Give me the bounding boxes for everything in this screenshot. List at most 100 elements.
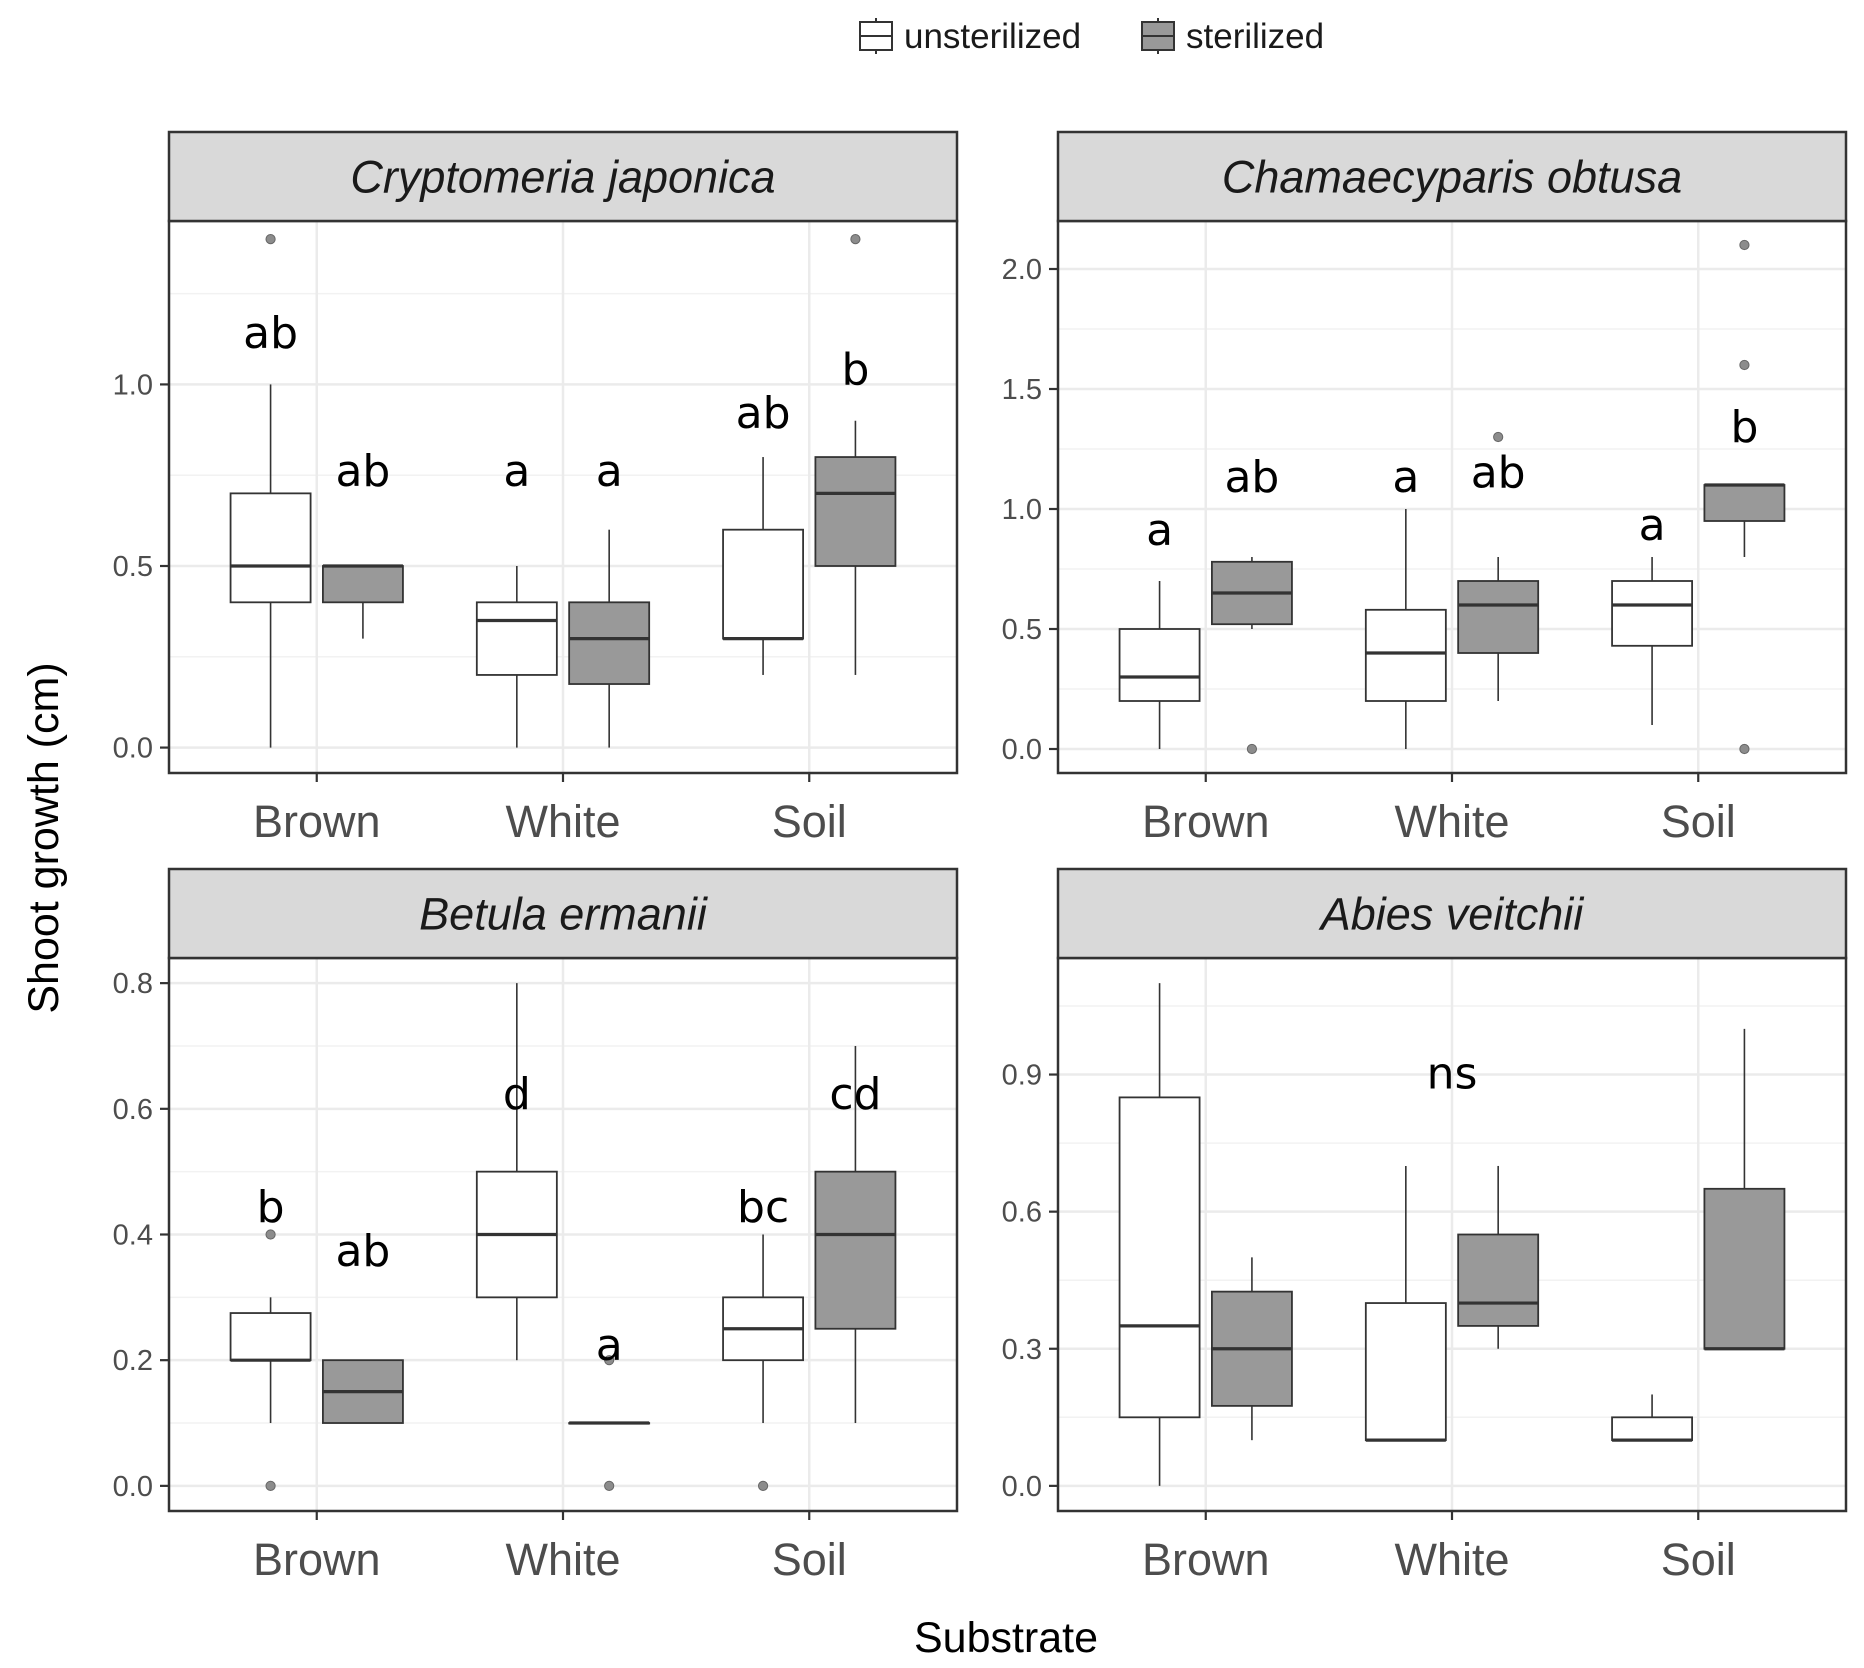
y-tick-label: 0.0 xyxy=(113,733,153,765)
box-soil-unsterilized: ab xyxy=(722,388,804,675)
box-iqr xyxy=(568,601,651,685)
box-iqr xyxy=(229,1312,312,1362)
outlier-point xyxy=(757,1480,769,1491)
box-iqr xyxy=(1457,580,1540,654)
x-tick-label: Brown xyxy=(1142,796,1270,847)
significance-letter: ab xyxy=(335,1226,390,1277)
box-white-unsterilized: a xyxy=(475,446,558,748)
box-soil-unsterilized xyxy=(1611,1394,1693,1442)
box-brown-sterilized xyxy=(1211,1257,1293,1441)
x-tick-label: White xyxy=(1394,796,1509,847)
box-iqr xyxy=(322,565,404,604)
box-iqr xyxy=(1703,484,1786,522)
box-soil-unsterilized: a xyxy=(1611,500,1693,725)
box-soil-sterilized: b xyxy=(1703,239,1786,755)
x-tick-label: Soil xyxy=(1661,1534,1736,1585)
significance-letter: a xyxy=(1146,505,1173,556)
y-tick-label: 0.6 xyxy=(113,1094,153,1126)
y-tick-label: 1.0 xyxy=(1002,494,1042,526)
significance-letter: b xyxy=(841,344,869,395)
outlier-point xyxy=(265,1480,276,1491)
legend-label: sterilized xyxy=(1186,17,1324,56)
significance-letter: cd xyxy=(829,1069,881,1120)
x-tick-label: White xyxy=(505,1534,620,1585)
outlier-point xyxy=(1246,743,1258,755)
y-tick-label: 1.0 xyxy=(113,369,153,401)
x-tick-label: Brown xyxy=(1142,1534,1270,1585)
box-iqr xyxy=(814,456,897,567)
strip-background xyxy=(167,130,959,223)
y-axis-title: Shoot growth (cm) xyxy=(20,662,68,1013)
x-tick-label: Brown xyxy=(253,796,381,847)
outlier-point xyxy=(604,1355,615,1366)
box-iqr xyxy=(1457,1233,1540,1327)
y-tick-label: 0.9 xyxy=(1002,1060,1042,1092)
box-white-unsterilized: d xyxy=(475,983,558,1361)
significance-letter: a xyxy=(1392,452,1419,503)
strip-background xyxy=(167,867,959,960)
panel-3: bab d a bc cd Betula ermanii 0.0 0.2 0.4 0.6 0.8 Br… xyxy=(113,867,959,1585)
box-iqr xyxy=(1611,580,1693,647)
outlier-point xyxy=(850,234,861,245)
significance-letter: ab xyxy=(736,388,791,439)
outlier-point xyxy=(1739,239,1750,251)
strip-background xyxy=(1056,867,1848,960)
significance-letter: b xyxy=(1730,402,1758,453)
legend-label: unsterilized xyxy=(904,17,1081,56)
box-white-unsterilized xyxy=(1364,1165,1447,1442)
box-brown-unsterilized: b xyxy=(229,1182,312,1491)
box-iqr xyxy=(1703,1187,1786,1350)
y-tick-label: 0.2 xyxy=(113,1345,153,1377)
y-tick-label: 0.8 xyxy=(113,968,153,1000)
legend: unsterilized sterilized xyxy=(859,17,1324,56)
box-white-unsterilized: a xyxy=(1364,452,1447,749)
y-tick-label: 0.5 xyxy=(1002,614,1042,646)
box-white-sterilized xyxy=(1457,1165,1540,1349)
box-white-sterilized: ab xyxy=(1457,431,1540,701)
significance-letter: b xyxy=(257,1182,285,1233)
x-tick-label: Soil xyxy=(1661,796,1736,847)
significance-letter: a xyxy=(596,1320,623,1371)
x-tick-label: White xyxy=(505,796,620,847)
box-brown-sterilized: ab xyxy=(1211,452,1293,755)
x-tick-label: Soil xyxy=(772,1534,847,1585)
x-tick-label: Soil xyxy=(772,796,847,847)
outlier-point xyxy=(265,1229,276,1240)
y-tick-label: 0.4 xyxy=(113,1220,153,1252)
box-iqr xyxy=(1364,608,1447,702)
y-tick-label: 0.0 xyxy=(1002,1471,1042,1503)
significance-letter: ab xyxy=(1224,452,1279,503)
panel-title: Chamaecyparis obtusa xyxy=(1222,152,1682,203)
significance-letter: a xyxy=(596,446,623,497)
significance-letter: ab xyxy=(243,308,298,359)
box-soil-sterilized: cd xyxy=(814,1045,897,1424)
significance-annotation: ns xyxy=(1427,1048,1478,1099)
y-tick-label: 0.6 xyxy=(1002,1197,1042,1229)
y-tick-label: 0.5 xyxy=(113,551,153,583)
box-iqr xyxy=(229,492,312,604)
box-brown-unsterilized: ab xyxy=(229,234,312,748)
box-soil-sterilized xyxy=(1703,1028,1786,1351)
box-brown-sterilized: ab xyxy=(322,446,404,639)
y-tick-label: 1.5 xyxy=(1002,374,1042,406)
y-tick-label: 2.0 xyxy=(1002,254,1042,286)
panel-title: Cryptomeria japonica xyxy=(350,152,775,203)
box-brown-unsterilized: a xyxy=(1118,505,1201,749)
box-white-sterilized: a xyxy=(568,446,651,748)
y-tick-label: 0.3 xyxy=(1002,1334,1042,1366)
box-iqr xyxy=(1118,628,1201,702)
box-iqr xyxy=(475,601,558,676)
box-brown-unsterilized xyxy=(1118,983,1201,1486)
box-iqr xyxy=(1364,1302,1447,1442)
significance-letter: a xyxy=(1639,500,1666,551)
box-iqr xyxy=(1118,1096,1201,1419)
significance-letter: ab xyxy=(1471,447,1526,498)
panel-title: Betula ermanii xyxy=(419,889,709,940)
y-tick-label: 0.0 xyxy=(113,1471,153,1503)
outlier-point xyxy=(1739,743,1750,755)
box-iqr xyxy=(814,1170,897,1330)
